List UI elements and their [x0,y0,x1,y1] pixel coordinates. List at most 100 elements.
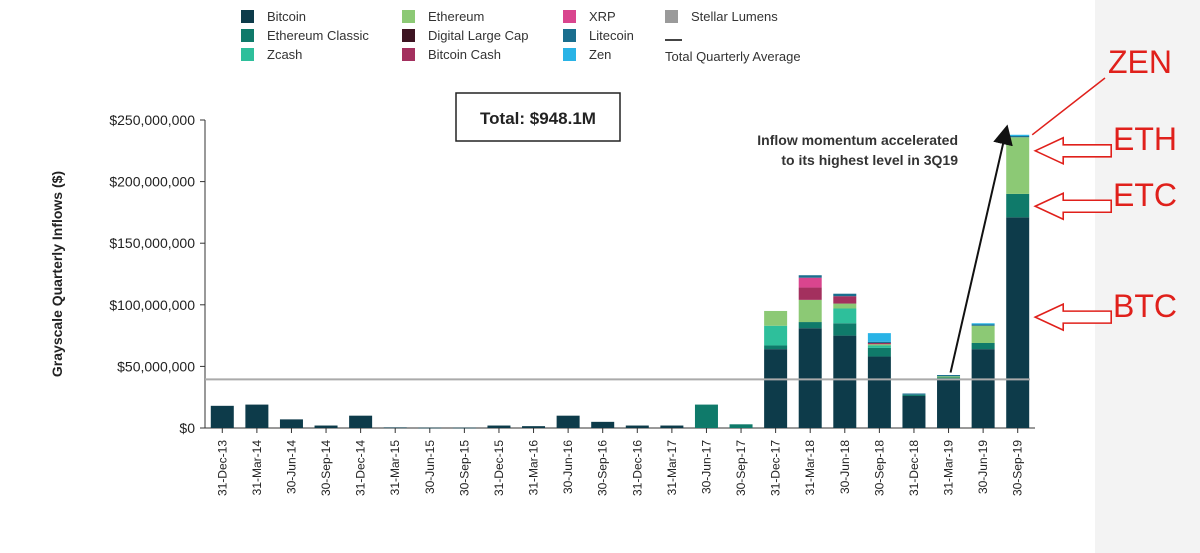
y-tick-label: $200,000,000 [109,174,195,190]
legend-label-zen: Zen [589,47,611,62]
x-tick-label: 30-Jun-14 [284,440,298,494]
x-tick-label: 30-Sep-17 [734,440,748,496]
legend-swatch-ethereum [402,10,415,23]
bar-segment-bitcoin-cash [798,287,822,300]
bar-segment-bitcoin [1006,217,1030,428]
legend-swatch-zen [563,48,576,61]
total-box [455,92,621,142]
bar-segment-zcash [867,345,891,348]
bar-segment-bitcoin [418,427,442,429]
x-tick-label: 30-Jun-18 [838,440,852,494]
y-tick-label: $250,000,000 [109,112,195,128]
legend-label-ethereum-classic: Ethereum Classic [267,28,369,43]
annotation-line-2: to its highest level in 3Q19 [781,152,958,168]
bar-segment-ethereum [833,303,857,309]
x-tick-label: 31-Dec-16 [630,440,644,496]
bar-segment-ethereum-classic [867,347,891,357]
legend: Bitcoin Ethereum Classic Zcash Ethereum Digi… [241,9,801,64]
legend-label-xrp: XRP [589,9,616,24]
bar-segment-litecoin [902,393,926,395]
bar-segment-ethereum [937,376,961,378]
bar-segment-bitcoin-cash [833,296,857,304]
x-tick-label: 31-Dec-14 [354,440,368,496]
legend-label-stellar-lumens: Stellar Lumens [691,9,778,24]
bar-segment-ethereum [798,299,822,323]
bar-segment-ethereum [764,310,788,326]
bar-segment-zcash [764,325,788,346]
annotation-line-1: Inflow momentum accelerated [757,132,958,148]
legend-label-bitcoin-cash: Bitcoin Cash [428,47,501,62]
y-tick-label: $50,000,000 [117,358,195,374]
x-tick-label: 31-Dec-17 [769,440,783,496]
callout-label-zen: ZEN [1108,44,1172,80]
annotation-arrow [949,124,1013,373]
bar-segment-ethereum-classic [971,342,995,350]
callout-label-btc: BTC [1113,288,1177,324]
legend-swatch-zcash [241,48,254,61]
bar-segment-bitcoin [210,405,234,428]
bar-segment-litecoin [867,341,891,343]
right-side-panel [1095,0,1200,553]
bar-segment-bitcoin [833,335,857,428]
bar-segment-ethereum-classic [694,404,718,428]
bar-segment-litecoin [937,375,961,377]
x-tick-label: 30-Sep-15 [457,440,471,496]
x-tick-label: 31-Dec-15 [492,440,506,496]
callout-arrow-btc [1033,302,1113,332]
bar-segment-ethereum-classic [729,424,753,428]
bar-segment-bitcoin [245,404,269,428]
legend-swatch-bitcoin [241,10,254,23]
legend-swatch-stellar-lumens [665,10,678,23]
bar-segment-xrp [798,277,822,288]
bar-segment-bitcoin [383,427,407,429]
x-tick-label: 30-Sep-16 [596,440,610,496]
x-tick-label: 30-Jun-19 [976,440,990,494]
bar-segment-bitcoin [625,425,649,428]
bar-segment-litecoin [971,324,995,326]
y-tick-label: $150,000,000 [109,235,195,251]
bar-segment-zen [971,323,995,325]
callout-label-eth: ETH [1113,121,1177,157]
x-tick-label: 31-Mar-16 [527,440,541,496]
callout-label-etc: ETC [1113,177,1177,213]
bar-segment-bitcoin [279,419,303,428]
bar-segment-zen [867,333,891,342]
x-tick-label: 31-Dec-18 [907,440,921,496]
bar-segment-ethereum-classic [833,323,857,336]
x-tick-label: 30-Sep-14 [319,440,333,496]
bar-segment-bitcoin [798,328,822,428]
bars [210,134,1030,429]
bar-segment-litecoin [798,275,822,278]
x-tick-label: 30-Sep-18 [872,440,886,496]
x-tick-label: 30-Jun-15 [423,440,437,494]
bar-segment-litecoin [1006,136,1030,138]
bar-segment-ethereum-classic [902,394,926,396]
bar-segment-bitcoin [902,395,926,428]
callout-arrow-eth [1033,136,1113,166]
bar-segment-ethereum [867,344,891,346]
bar-segment-ethereum-classic [1006,193,1030,218]
bar-segment-bitcoin [591,421,615,428]
total-label: Total: $948.1M [480,109,596,128]
bar-segment-bitcoin [937,378,961,428]
legend-label-litecoin: Litecoin [589,28,634,43]
bar-segment-bitcoin [314,425,338,428]
bar-segment-litecoin [833,293,857,297]
legend-swatch-litecoin [563,29,576,42]
callout-line-zen [1031,77,1106,136]
x-tick-label: 31-Mar-17 [665,440,679,496]
bar-segment-ethereum [1006,137,1030,194]
bar-segment-bitcoin [764,349,788,428]
bar-segment-ethereum-classic [937,377,961,379]
bar-segment-zcash [833,308,857,324]
legend-swatch-xrp [563,10,576,23]
axes: $0 $50,000,000 $100,000,000 $150,000,000 $20… [49,112,1035,496]
x-tick-label: 30-Jun-16 [561,440,575,494]
bar-segment-bitcoin [971,349,995,428]
legend-swatch-bitcoin-cash [402,48,415,61]
legend-label-digital-large-cap: Digital Large Cap [428,28,528,43]
x-tick-label: 30-Sep-19 [1011,440,1025,496]
bar-segment-bitcoin [349,415,373,428]
x-tick-label: 31-Mar-15 [388,440,402,496]
